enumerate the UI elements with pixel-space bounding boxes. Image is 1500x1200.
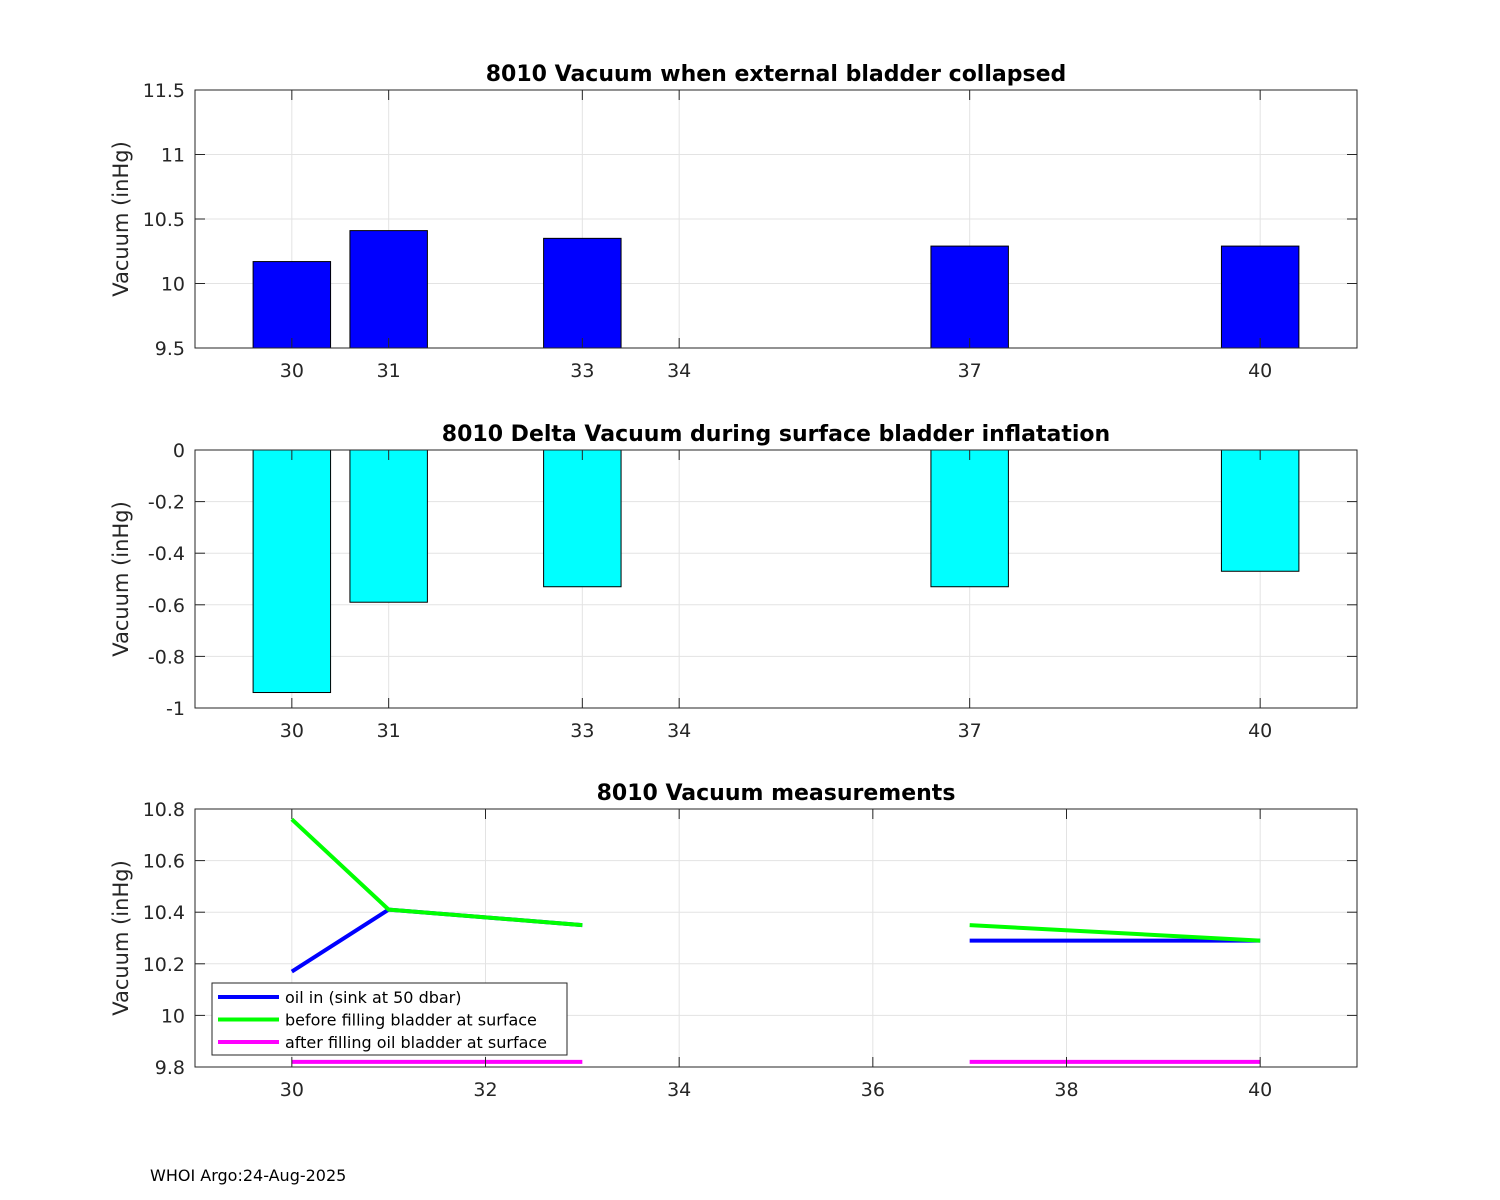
x-tick-label: 32 bbox=[473, 1079, 497, 1101]
x-tick-label: 33 bbox=[570, 720, 594, 742]
y-axis-label: Vacuum (inHg) bbox=[109, 860, 133, 1016]
bar-31 bbox=[349, 449, 428, 603]
axes-box bbox=[194, 449, 1358, 709]
y-tick-label: 9.5 bbox=[155, 338, 185, 360]
y-tick-label: -1 bbox=[166, 698, 185, 720]
bar-30 bbox=[252, 449, 332, 694]
x-tick-label: 31 bbox=[377, 360, 401, 382]
bar-37 bbox=[930, 245, 1009, 349]
y-tick-label: -0.8 bbox=[148, 646, 185, 668]
y-tick-label: 10.8 bbox=[143, 799, 185, 821]
bar-31 bbox=[349, 230, 428, 349]
legend-label-1: oil in (sink at 50 dbar) bbox=[285, 988, 462, 1007]
x-tick-label: 34 bbox=[667, 1079, 691, 1101]
axes-box bbox=[194, 808, 1358, 1068]
y-tick-label: 11.5 bbox=[143, 80, 185, 102]
chart-title: 8010 Vacuum measurements bbox=[597, 781, 956, 806]
y-tick-label: 10.5 bbox=[143, 209, 185, 231]
footer-credit: WHOI Argo:24-Aug-2025 bbox=[150, 1166, 347, 1185]
x-tick-label: 31 bbox=[377, 720, 401, 742]
chart-title: 8010 Vacuum when external bladder collap… bbox=[486, 62, 1067, 87]
y-tick-label: 0 bbox=[173, 440, 185, 462]
y-tick-label: 11 bbox=[161, 145, 185, 167]
x-tick-label: 30 bbox=[280, 360, 304, 382]
x-tick-label: 38 bbox=[1054, 1079, 1078, 1101]
x-tick-label: 37 bbox=[958, 720, 982, 742]
x-tick-label: 37 bbox=[958, 360, 982, 382]
legend-label-3: after filling oil bladder at surface bbox=[285, 1033, 547, 1052]
x-tick-label: 33 bbox=[570, 360, 594, 382]
chart-panel-2: 30 31 33 34 37 40 -1 -0.8 -0.6 -0.4 -0.2 0 8010 Delt… bbox=[109, 422, 1358, 742]
y-axis-label: Vacuum (inHg) bbox=[109, 501, 133, 657]
legend-label-2: before filling bladder at surface bbox=[285, 1011, 537, 1030]
x-tick-label: 40 bbox=[1248, 360, 1272, 382]
y-tick-label: 10 bbox=[161, 1005, 185, 1027]
bar-40 bbox=[1220, 449, 1300, 572]
x-tick-label: 30 bbox=[280, 1079, 304, 1101]
chart-panel-1: 30 31 33 34 37 40 9.5 10 10.5 11 11.5 8010 Vacuum w… bbox=[109, 62, 1358, 382]
y-tick-label: -0.6 bbox=[148, 595, 185, 617]
x-tick-label: 30 bbox=[280, 720, 304, 742]
y-tick-label: 10.4 bbox=[143, 902, 185, 924]
x-tick-label: 34 bbox=[667, 720, 691, 742]
series-line-2 bbox=[969, 923, 1261, 943]
chart-title: 8010 Delta Vacuum during surface bladder… bbox=[442, 422, 1110, 447]
x-tick-label: 40 bbox=[1248, 720, 1272, 742]
y-tick-label: 10.6 bbox=[143, 851, 185, 873]
x-tick-label: 36 bbox=[861, 1079, 885, 1101]
x-tick-label: 34 bbox=[667, 360, 691, 382]
y-tick-label: -0.4 bbox=[148, 543, 185, 565]
bar-30 bbox=[252, 261, 332, 349]
y-tick-label: 10.2 bbox=[143, 954, 185, 976]
y-tick-label: -0.2 bbox=[148, 492, 185, 514]
y-tick-label: 9.8 bbox=[155, 1057, 185, 1079]
x-tick-label: 40 bbox=[1248, 1079, 1272, 1101]
bar-33 bbox=[543, 237, 622, 349]
bar-33 bbox=[543, 449, 622, 588]
series-line-2 bbox=[290, 817, 583, 928]
y-axis-label: Vacuum (inHg) bbox=[109, 141, 133, 297]
chart-panel-3: 30 32 34 36 38 40 9.8 10 10.2 10.4 10.6 10.8 8010 Va… bbox=[109, 781, 1358, 1101]
y-tick-label: 10 bbox=[161, 274, 185, 296]
legend: oil in (sink at 50 dbar) before filling b… bbox=[211, 982, 568, 1056]
bar-40 bbox=[1220, 245, 1300, 349]
bar-37 bbox=[930, 449, 1009, 588]
